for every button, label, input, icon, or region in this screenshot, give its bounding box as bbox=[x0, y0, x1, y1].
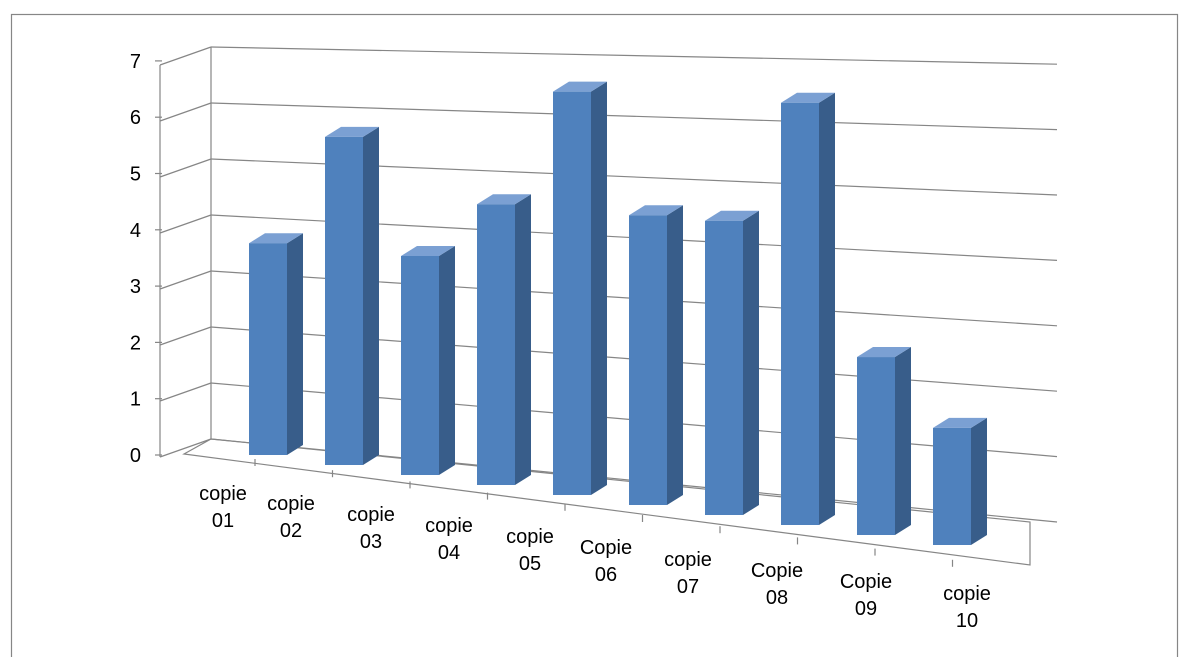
labels: 0 1 2 3 4 5 6 7 copie 01 copie 02 copie 03 copie 04 copi… bbox=[130, 51, 991, 632]
bar-front bbox=[249, 243, 287, 455]
y-tick-label-1: 1 bbox=[130, 389, 141, 411]
bar-top bbox=[477, 194, 531, 205]
bar-9 bbox=[857, 347, 911, 535]
gridline-7 bbox=[210, 46, 1058, 65]
bar-5 bbox=[553, 81, 607, 496]
x-tick-label-3: copie 03 bbox=[347, 504, 395, 553]
bar-top bbox=[325, 126, 379, 137]
x-tick-label-4: copie 04 bbox=[425, 515, 473, 564]
x-tick-label-1: copie 01 bbox=[199, 483, 247, 532]
bar-front bbox=[553, 91, 591, 496]
bar-side bbox=[971, 417, 987, 545]
x-tick-label-9: Copie 09 bbox=[840, 571, 892, 620]
x-tick-label-8: Copie 08 bbox=[751, 560, 803, 609]
bar-top bbox=[553, 81, 607, 92]
bar-top bbox=[933, 417, 987, 428]
gridline-6 bbox=[210, 102, 1058, 131]
side-gridline-4 bbox=[159, 214, 212, 234]
bar-top bbox=[249, 233, 303, 244]
bar-side bbox=[287, 233, 303, 455]
bar-1 bbox=[249, 233, 303, 455]
bar-side bbox=[515, 194, 531, 485]
bar-front bbox=[857, 357, 895, 535]
y-tick-label-0: 0 bbox=[130, 445, 141, 467]
bar-top bbox=[705, 210, 759, 221]
bar-7 bbox=[705, 210, 759, 515]
side-gridline-5 bbox=[159, 158, 212, 178]
bar-top bbox=[857, 347, 911, 358]
side-gridline-0 bbox=[159, 438, 212, 458]
x-tick-label-2: copie 02 bbox=[267, 493, 315, 542]
y-tick-label-4: 4 bbox=[130, 220, 141, 242]
bar-side bbox=[667, 205, 683, 505]
bar-side bbox=[895, 347, 911, 535]
x-tick-label-6: Copie 06 bbox=[580, 537, 632, 586]
axes bbox=[155, 47, 1031, 567]
side-gridline-3 bbox=[159, 270, 212, 290]
bar-side bbox=[439, 246, 455, 475]
side-gridline-1 bbox=[159, 382, 212, 402]
bar-2 bbox=[325, 126, 379, 466]
bar-3 bbox=[401, 246, 455, 475]
bar-8 bbox=[781, 92, 835, 525]
y-tick-label-3: 3 bbox=[130, 276, 141, 298]
y-tick-label-6: 6 bbox=[130, 107, 141, 129]
bar-front bbox=[705, 220, 743, 515]
bar-front bbox=[401, 256, 439, 475]
y-tick-label-2: 2 bbox=[130, 332, 141, 354]
bar-6 bbox=[629, 205, 683, 505]
y-tick-label-5: 5 bbox=[130, 164, 141, 186]
bar-4 bbox=[477, 194, 531, 485]
bar-front bbox=[781, 102, 819, 525]
bar-side bbox=[743, 210, 759, 515]
bar-top bbox=[781, 92, 835, 103]
x-tick-label-5: copie 05 bbox=[506, 526, 554, 575]
bar-10 bbox=[933, 417, 987, 545]
x-tick-label-7: copie 07 bbox=[664, 549, 712, 598]
bar-front bbox=[629, 215, 667, 505]
bar-front bbox=[477, 204, 515, 485]
bar-top bbox=[401, 246, 455, 256]
y-tick-label-7: 7 bbox=[130, 51, 141, 73]
bar-top bbox=[629, 205, 683, 216]
bar-front bbox=[325, 136, 363, 465]
bar-side bbox=[819, 92, 835, 525]
side-gridline-7 bbox=[159, 46, 212, 66]
side-gridline-6 bbox=[159, 102, 212, 122]
bar-front bbox=[933, 427, 971, 545]
bar-side bbox=[591, 81, 607, 496]
bars bbox=[249, 81, 987, 545]
bar-side bbox=[363, 126, 379, 466]
x-tick-label-10: copie 10 bbox=[943, 583, 991, 632]
side-gridline-2 bbox=[159, 326, 212, 346]
